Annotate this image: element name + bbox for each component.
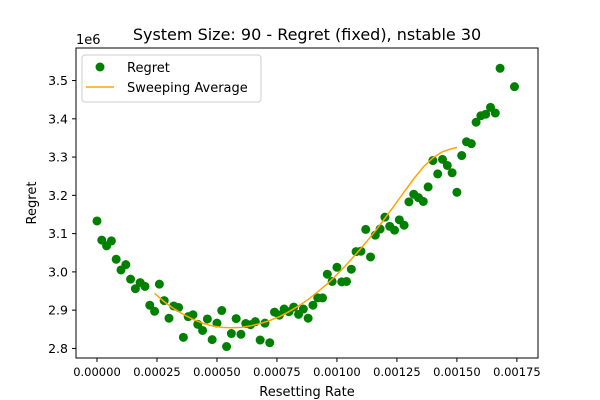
regret-point-48: [322, 269, 332, 279]
regret-point-3: [106, 236, 116, 246]
legend-box: [81, 54, 262, 103]
regret-point-13: [154, 279, 164, 289]
regret-point-56: [361, 224, 371, 234]
axes-frame: [75, 47, 539, 359]
regret-point-70: [428, 156, 438, 166]
chart-title: System Size: 90 - Regret (fixed), nstabl…: [133, 25, 481, 44]
x-tick-label-2: 0.00050: [193, 365, 241, 379]
regret-point-26: [217, 306, 227, 316]
y-tick-label-7: 3.5: [48, 73, 68, 88]
regret-point-69: [423, 182, 433, 192]
regret-point-34: [255, 335, 265, 345]
regret-point-36: [265, 338, 275, 348]
regret-point-24: [207, 335, 217, 345]
regret-point-45: [308, 300, 318, 310]
y-axis: 2.8 2.9 3.0 3.1 3.2 3.3 3.4 3.5: [48, 73, 76, 356]
regret-point-4: [111, 254, 121, 264]
y-axis-label: Regret: [25, 182, 40, 225]
x-axis: 0.00000 0.00025 0.00050 0.00075 0.00100 0.001…: [73, 358, 541, 379]
legend: Regret Sweeping Average: [81, 54, 262, 103]
regret-point-64: [399, 220, 409, 230]
regret-point-71: [433, 169, 443, 179]
regret-point-57: [366, 252, 376, 262]
regret-point-23: [202, 314, 212, 324]
regret-point-72: [438, 154, 447, 164]
regret-point-6: [121, 260, 131, 270]
y-tick-label-2: 3.0: [48, 264, 68, 279]
y-tick-label-5: 3.3: [48, 150, 68, 165]
y-tick-label-6: 3.4: [48, 111, 68, 126]
regret-point-73: [442, 160, 452, 170]
legend-label-sweeping-average: Sweeping Average: [127, 81, 248, 96]
regret-point-52: [342, 276, 352, 286]
regret-point-79: [471, 117, 481, 127]
x-axis-label: Resetting Rate: [259, 385, 354, 400]
regret-point-50: [332, 262, 342, 272]
regret-point-10: [140, 281, 150, 291]
regret-point-75: [452, 187, 462, 197]
sweeping-average-line: [154, 146, 458, 329]
x-tick-label-7: 0.00175: [493, 365, 541, 379]
plot-area: [92, 63, 519, 352]
regret-point-62: [390, 225, 400, 235]
regret-point-28: [226, 329, 236, 339]
regret-point-74: [447, 168, 457, 178]
regret-point-47: [318, 293, 328, 303]
regret-point-27: [222, 342, 232, 352]
regret-point-68: [418, 196, 428, 206]
regret-point-53: [346, 264, 356, 274]
y-tick-label-1: 2.9: [48, 303, 68, 318]
legend-label-regret: Regret: [127, 61, 170, 76]
regret-point-7: [126, 274, 136, 284]
regret-point-11: [145, 300, 155, 310]
x-tick-label-1: 0.00025: [133, 365, 181, 379]
regret-point-43: [298, 304, 308, 314]
y-offset-label: 1e6: [76, 33, 101, 48]
regret-point-44: [303, 313, 313, 323]
x-tick-label-0: 0.00000: [73, 365, 121, 379]
x-tick-label-3: 0.00075: [253, 365, 301, 379]
y-tick-label-0: 2.8: [48, 341, 68, 356]
y-tick-label-3: 3.1: [48, 226, 68, 241]
regret-point-15: [164, 313, 174, 323]
regret-point-55: [356, 246, 366, 256]
regret-point-78: [466, 139, 476, 149]
legend-marker-regret: [95, 62, 105, 72]
regret-point-84: [495, 63, 505, 73]
regret-point-25: [212, 318, 222, 328]
regret-point-81: [481, 109, 491, 119]
regret-point-22: [198, 325, 208, 335]
x-tick-label-4: 0.00100: [313, 365, 361, 379]
regret-point-85: [509, 82, 519, 92]
regret-point-83: [490, 108, 500, 118]
x-tick-label-5: 0.00125: [373, 365, 421, 379]
x-tick-label-6: 0.00150: [433, 365, 481, 379]
regret-point-49: [327, 276, 337, 286]
regret-point-30: [236, 329, 246, 339]
regret-point-29: [231, 314, 241, 324]
regret-point-0: [92, 216, 102, 226]
regret-point-76: [457, 151, 467, 161]
regret-point-20: [188, 310, 198, 320]
regret-point-8: [130, 284, 140, 294]
y-tick-label-4: 3.2: [48, 188, 68, 203]
regret-point-18: [178, 332, 188, 342]
regret-point-65: [404, 197, 414, 207]
regret-point-12: [150, 306, 160, 316]
